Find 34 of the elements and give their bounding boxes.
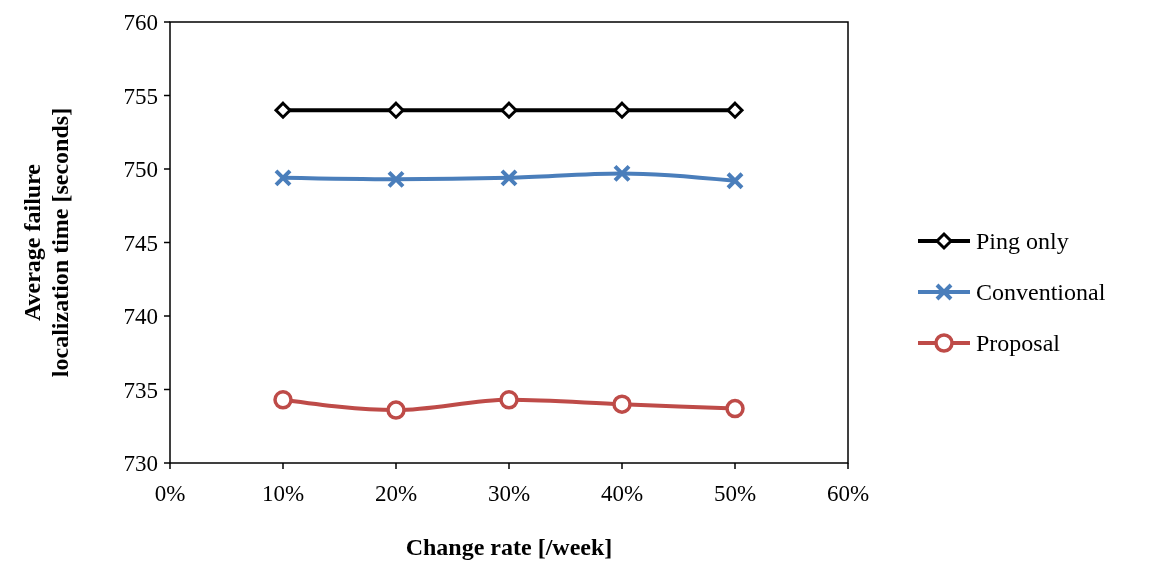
point [386, 400, 406, 420]
y-tick-label: 760 [123, 10, 158, 36]
x-tick-label: 20% [374, 481, 418, 506]
x-tick-label: 40% [600, 481, 644, 506]
point [387, 170, 405, 189]
x-tick-label: 30% [487, 481, 531, 506]
point [612, 394, 632, 414]
y-tick-label: 735 [123, 377, 158, 403]
legend-label: Proposal [976, 330, 1061, 357]
point [274, 168, 292, 187]
legend-label: Ping only [976, 228, 1069, 255]
x-tick-label: 0% [154, 481, 186, 506]
y-tick-label: 755 [123, 83, 158, 109]
x-tick-label: 60% [826, 481, 870, 506]
point [500, 168, 518, 187]
x-tick-label: 50% [713, 481, 757, 506]
y-tick-label: 750 [123, 157, 158, 183]
point [499, 390, 519, 410]
y-tick-label: 740 [123, 304, 158, 330]
y-tick-label: 745 [123, 230, 158, 256]
point [613, 101, 631, 119]
point [274, 101, 292, 119]
point [500, 101, 518, 119]
y-tick-label: 730 [123, 451, 158, 477]
y-axis-title: Average failure localization time [seconds] [19, 107, 73, 378]
point [613, 164, 631, 183]
point [726, 101, 744, 119]
x-tick-label: 10% [261, 481, 305, 506]
point [725, 398, 745, 419]
x-axis-title: Change rate [/week] [405, 534, 613, 560]
legend-label: Conventional [976, 279, 1106, 306]
point [387, 101, 405, 119]
point [726, 171, 744, 190]
point [273, 390, 293, 410]
